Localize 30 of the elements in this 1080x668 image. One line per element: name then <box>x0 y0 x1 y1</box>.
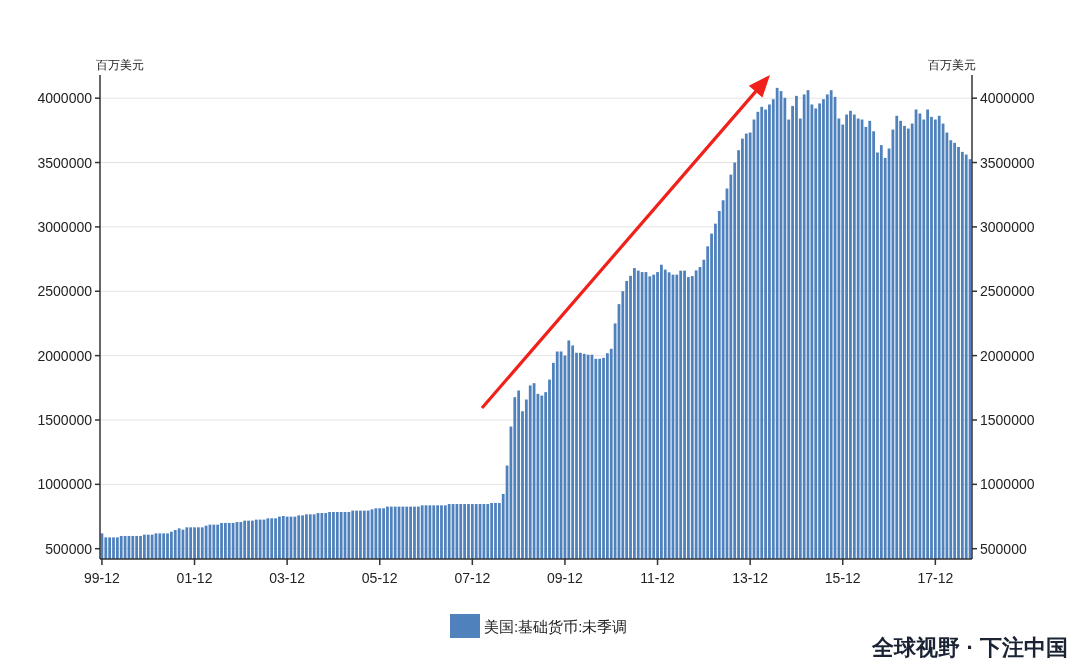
x-tick-label: 05-12 <box>361 570 398 586</box>
y2-axis-title: 百万美元 <box>928 58 976 72</box>
legend-label: 美国:基础货币:未季调 <box>484 618 628 635</box>
text: 全球视野 · 下注中国 <box>871 635 1068 660</box>
y2-tick-label: 3000000 <box>980 218 1035 235</box>
x-tick-label: 03-12 <box>269 570 306 586</box>
x-tick-label: 99-12 <box>84 570 121 586</box>
x-tick-label: 01-12 <box>176 570 213 586</box>
y-tick-label: 1000000 <box>37 476 93 493</box>
x-tick-label: 09-12 <box>547 570 584 586</box>
y2-tick-label: 4000000 <box>980 90 1035 107</box>
y-tick-label: 2500000 <box>37 283 93 300</box>
x-tick-label: 17-12 <box>917 570 954 586</box>
y-axis-title: 百万美元 <box>96 58 144 72</box>
x-tick-label: 13-12 <box>732 570 769 586</box>
y2-tick-label: 1500000 <box>980 411 1035 428</box>
y2-tick-label: 2500000 <box>980 283 1035 300</box>
y-tick-label: 3500000 <box>37 154 93 171</box>
x-tick-label: 07-12 <box>454 570 491 586</box>
y-tick-label: 500000 <box>45 540 93 557</box>
y2-tick-label: 3500000 <box>980 154 1035 171</box>
y-tick-label: 2000000 <box>37 347 93 364</box>
y2-tick-label: 1000000 <box>980 476 1035 493</box>
x-tick-label: 15-12 <box>824 570 861 586</box>
x-tick-label: 11-12 <box>640 570 676 586</box>
y-tick-label: 1500000 <box>37 411 93 428</box>
y-tick-label: 3000000 <box>37 218 93 235</box>
y2-tick-label: 2000000 <box>980 347 1035 364</box>
y2-tick-label: 500000 <box>980 540 1027 557</box>
y-tick-label: 4000000 <box>37 90 93 107</box>
